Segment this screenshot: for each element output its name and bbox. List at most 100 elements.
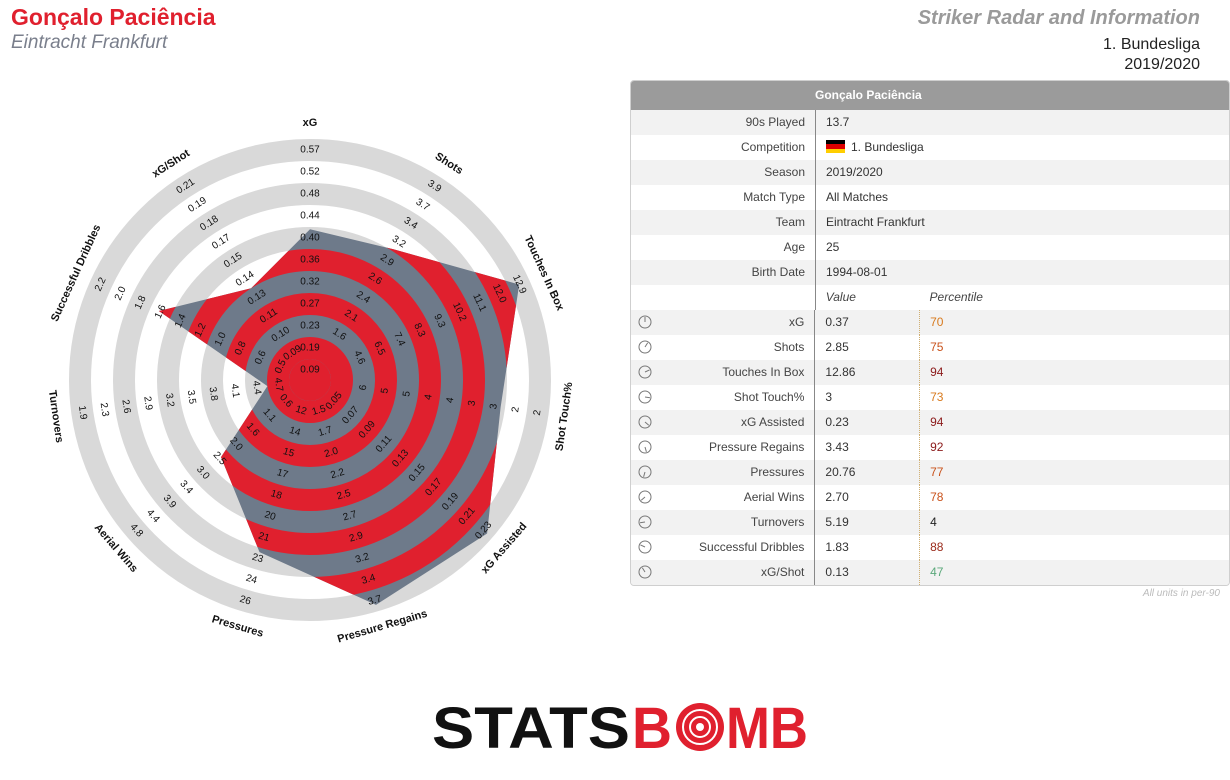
info-label: Season [661,160,816,185]
stat-percentile: 94 [919,360,1229,385]
stat-header-value: Value [825,290,856,304]
tick-label: 4.4 [250,380,263,396]
table-header: Gonçalo Paciência [631,81,1229,110]
tick-label: 1.0 [213,330,229,348]
stat-row: xG 0.37 70 [631,310,1229,335]
tick-label: 21 [257,531,271,545]
row-icon-cell [631,435,661,460]
tick-label: 2.7 [342,509,359,524]
dial-icon [638,565,652,579]
footnote: All units in per-90 [1142,588,1220,599]
row-icon-cell [631,260,661,285]
info-row: 90s Played 13.7 [631,110,1229,135]
tick-label: 14 [288,425,302,439]
tick-label: 2.9 [348,530,365,545]
tick-label: 0.27 [300,299,320,310]
tick-label: 26 [238,594,252,608]
tick-label: 8.3 [411,322,427,340]
stat-row: Successful Dribbles 1.83 88 [631,535,1229,560]
tick-label: 4 [445,396,457,404]
tick-label: 5 [379,387,391,395]
tick-label: 3.2 [354,551,371,566]
tick-label: 3.4 [177,479,195,497]
stat-value: 5.19 [825,515,849,529]
tick-label: 6 [358,384,370,392]
info-label: Competition [661,135,816,160]
tick-label: 7.4 [391,331,407,349]
stat-row: Shots 2.85 75 [631,335,1229,360]
radar-band [267,337,353,423]
stat-label: Shots [661,335,816,360]
logo-text-mb: MB [726,700,808,754]
stat-percentile: 78 [919,485,1229,510]
dial-icon [638,515,652,529]
tick-label: 0.36 [300,255,320,266]
tick-label: 4.6 [351,349,367,367]
tick-label: 1.6 [153,303,169,321]
stat-value: 0.23 [825,415,849,429]
tick-label: 0.23 [300,321,320,332]
stat-label: xG Assisted [661,410,816,435]
info-row: Team Eintracht Frankfurt [631,210,1229,235]
tick-label: 1.2 [193,321,209,339]
player-name: Gonçalo Paciência [11,4,216,30]
stat-value: 2.85 [825,340,849,354]
info-value-text: 13.7 [826,115,850,129]
row-icon-cell [631,235,661,260]
stat-row: Pressure Regains 3.43 92 [631,435,1229,460]
dial-icon [638,540,652,554]
tick-label: 2.6 [119,399,132,415]
stat-label: xG/Shot [661,560,816,585]
tick-label: 4.7 [272,377,285,393]
row-icon-cell [631,335,661,360]
stat-value: 12.86 [825,365,856,379]
tick-label: 0.40 [300,233,320,244]
tick-label: 12 [294,404,308,418]
stat-percentile: 77 [919,460,1229,485]
radar-center [289,359,331,401]
row-icon-cell [631,560,661,585]
info-value-text: All Matches [826,190,889,204]
row-icon-cell [631,535,661,560]
row-icon-cell [631,285,661,310]
row-icon-cell [631,210,661,235]
row-icon-cell [631,460,661,485]
tick-label: 17 [276,467,290,481]
row-icon-cell [631,310,661,335]
info-value: 2019/2020 [816,160,1229,185]
radar-band [158,229,485,555]
tick-label: 2 [532,409,544,417]
stat-percentile: 70 [919,310,1229,335]
tick-label: 1.7 [317,424,334,439]
stat-label: xG [661,310,816,335]
stat-label: Shot Touch% [661,385,816,410]
stat-value: 1.83 [825,540,849,554]
dial-icon [638,315,652,329]
tick-label: 0.19 [186,195,209,215]
info-value: 13.7 [816,110,1229,135]
info-value: 25 [816,235,1229,260]
stat-label: Successful Dribbles [661,535,816,560]
axis-label: Shots [433,150,465,177]
stat-label: Touches In Box [661,360,816,385]
tick-label: 1.8 [133,294,149,312]
stat-row: Shot Touch% 3 73 [631,385,1229,410]
axis-label: Turnovers [46,390,65,444]
stat-percentile: 94 [919,410,1229,435]
row-icon-cell [631,135,661,160]
season-label: 2019/2020 [1124,56,1200,73]
info-value: 1. Bundesliga [816,135,1229,160]
tick-label: 0.19 [300,343,320,354]
stat-row: xG/Shot 0.13 47 [631,560,1229,585]
info-label: Match Type [661,185,816,210]
info-label: Age [661,235,816,260]
dial-icon [638,365,652,379]
row-icon-cell [631,160,661,185]
tick-label: 0.52 [300,167,320,178]
tick-label: 4 [423,393,435,401]
stat-header-row: Value Percentile [631,285,1229,310]
tick-label: 3.8 [207,386,220,402]
tick-label: 6.5 [371,340,387,358]
row-icon-cell [631,185,661,210]
row-icon-cell [631,385,661,410]
